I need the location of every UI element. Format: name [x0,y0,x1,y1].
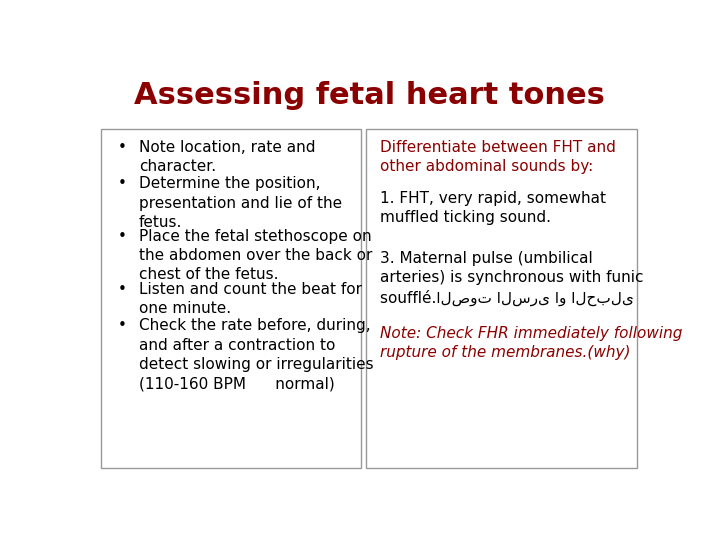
Text: 1. FHT, very rapid, somewhat
muffled ticking sound.: 1. FHT, very rapid, somewhat muffled tic… [379,191,606,225]
Text: •: • [118,140,127,154]
Text: Listen and count the beat for
one minute.: Listen and count the beat for one minute… [139,282,362,316]
Text: •: • [118,229,127,244]
Text: Check the rate before, during,
and after a contraction to
detect slowing or irre: Check the rate before, during, and after… [139,319,374,391]
Text: Determine the position,
presentation and lie of the
fetus.: Determine the position, presentation and… [139,177,342,230]
Text: Differentiate between FHT and
other abdominal sounds by:: Differentiate between FHT and other abdo… [379,140,616,174]
Text: •: • [118,319,127,333]
Text: •: • [118,177,127,191]
FancyBboxPatch shape [101,129,361,468]
Text: Assessing fetal heart tones: Assessing fetal heart tones [134,82,604,111]
FancyBboxPatch shape [366,129,637,468]
Text: Note location, rate and
character.: Note location, rate and character. [139,140,315,174]
Text: Place the fetal stethoscope on
the abdomen over the back or
chest of the fetus.: Place the fetal stethoscope on the abdom… [139,229,372,282]
Text: Note: Check FHR immediately following
rupture of the membranes.(why): Note: Check FHR immediately following ru… [379,326,682,360]
Text: •: • [118,282,127,296]
Text: 3. Maternal pulse (umbilical
arteries) is synchronous with funic
soufflé.الصوت ا: 3. Maternal pulse (umbilical arteries) i… [379,251,643,306]
